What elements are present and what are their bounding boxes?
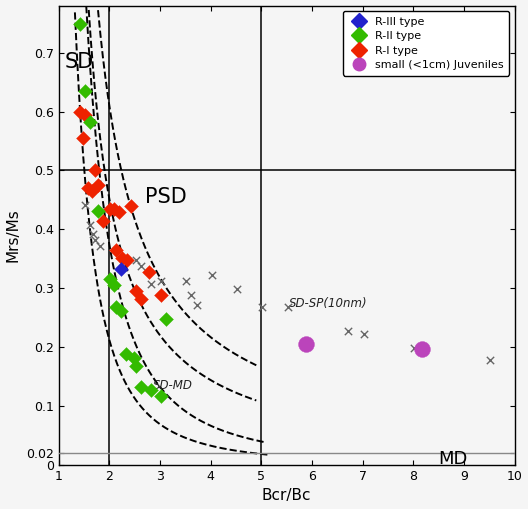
Point xyxy=(109,281,118,290)
Point xyxy=(131,256,140,264)
Point xyxy=(418,345,427,353)
Point xyxy=(284,303,292,311)
Point xyxy=(129,354,138,362)
Point xyxy=(344,327,353,335)
Point xyxy=(118,253,126,262)
Point xyxy=(137,295,145,303)
Point xyxy=(81,110,89,119)
Point xyxy=(99,216,107,224)
Point xyxy=(111,303,120,311)
Point xyxy=(137,262,145,270)
Point xyxy=(84,184,92,192)
Point xyxy=(162,315,171,323)
Point xyxy=(486,356,494,364)
Point xyxy=(145,268,153,276)
Point xyxy=(410,344,419,352)
Point xyxy=(157,391,165,400)
Point xyxy=(127,202,135,210)
Point xyxy=(86,220,95,229)
Point xyxy=(79,134,87,142)
Point xyxy=(88,187,96,195)
Y-axis label: Mrs/Ms: Mrs/Ms xyxy=(6,208,21,262)
Point xyxy=(233,286,241,294)
Point xyxy=(131,287,140,295)
Point xyxy=(182,277,191,286)
Text: MD: MD xyxy=(439,450,468,468)
Point xyxy=(147,385,155,393)
Text: SD-SP(10nm): SD-SP(10nm) xyxy=(289,297,368,309)
Point xyxy=(91,236,99,244)
Point xyxy=(111,246,120,254)
X-axis label: Bcr/Bc: Bcr/Bc xyxy=(262,489,312,503)
Point xyxy=(147,279,155,288)
Point xyxy=(192,301,201,309)
Text: SD: SD xyxy=(65,51,94,72)
Point xyxy=(81,201,89,209)
Point xyxy=(157,277,165,286)
Point xyxy=(89,230,97,238)
Point xyxy=(109,205,118,213)
Point xyxy=(157,291,165,299)
Point xyxy=(116,265,125,273)
Point xyxy=(106,205,115,213)
Point xyxy=(91,166,99,175)
Text: PSD: PSD xyxy=(145,187,187,207)
Point xyxy=(208,271,216,279)
Point xyxy=(137,383,145,391)
Point xyxy=(258,303,267,311)
Point xyxy=(106,275,115,284)
Point xyxy=(96,242,105,250)
Point xyxy=(131,362,140,370)
Point xyxy=(301,340,310,348)
Point xyxy=(76,107,84,116)
Point xyxy=(86,118,95,126)
Text: SD-MD: SD-MD xyxy=(153,379,192,392)
Point xyxy=(76,20,84,29)
Point xyxy=(81,87,89,95)
Point xyxy=(121,350,130,358)
Point xyxy=(94,181,102,189)
Point xyxy=(116,306,125,315)
Point xyxy=(123,256,131,264)
Point xyxy=(187,291,196,299)
Point xyxy=(360,330,368,338)
Point xyxy=(115,208,123,216)
Point xyxy=(94,207,102,215)
Legend: R-III type, R-II type, R-I type, small (<1cm) Juveniles: R-III type, R-II type, R-I type, small (… xyxy=(343,11,509,75)
